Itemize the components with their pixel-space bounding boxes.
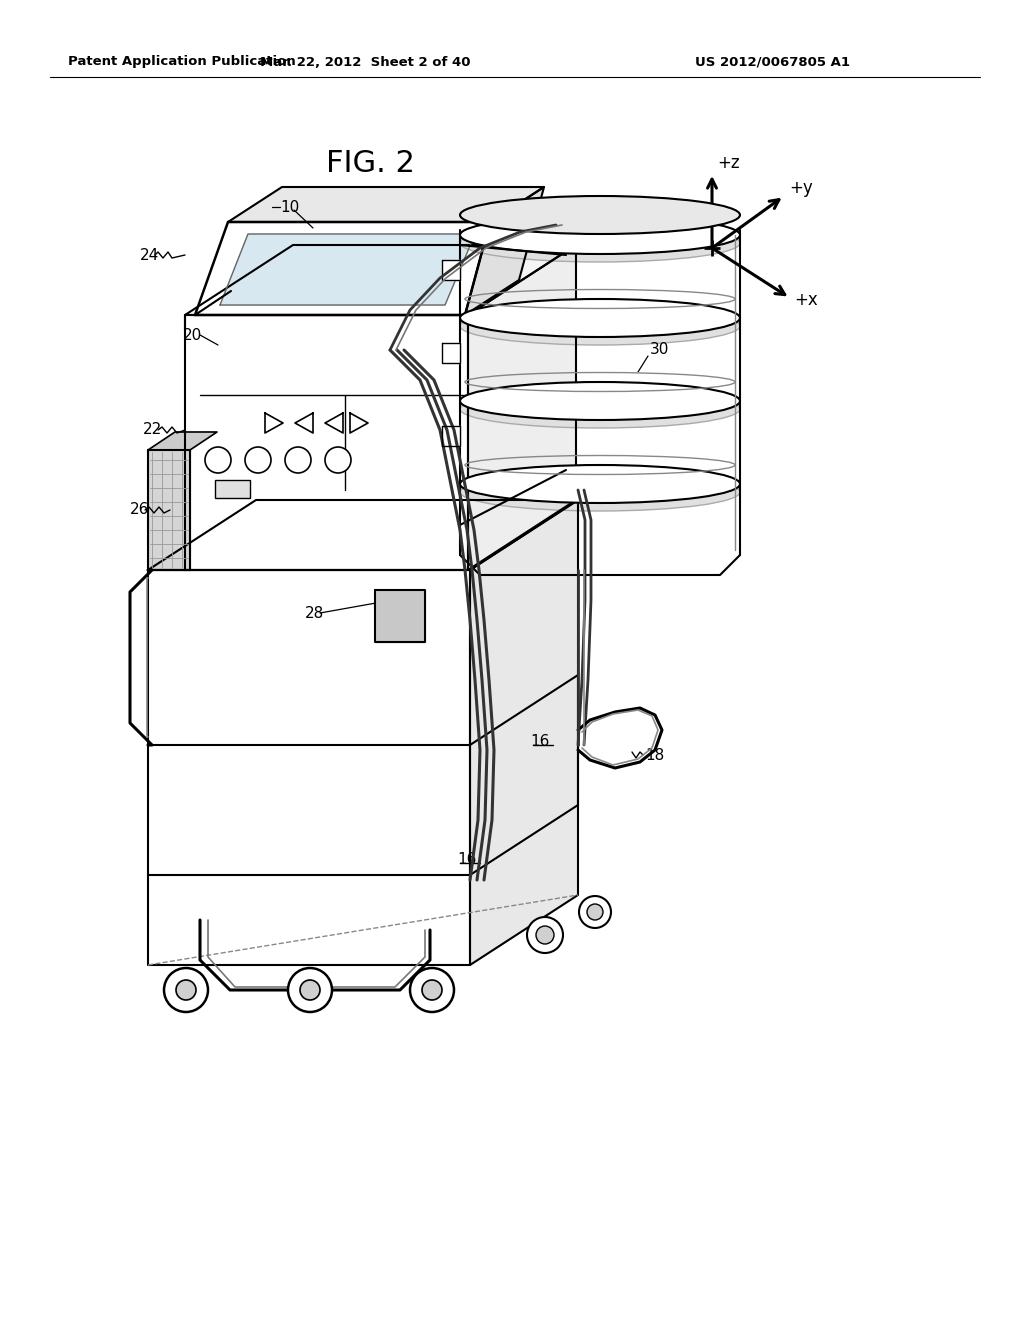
Circle shape: [245, 447, 271, 473]
Polygon shape: [148, 570, 470, 965]
Text: 26: 26: [130, 503, 150, 517]
Text: US 2012/0067805 A1: US 2012/0067805 A1: [695, 55, 850, 69]
Polygon shape: [185, 246, 575, 315]
Text: FIG. 2: FIG. 2: [326, 149, 415, 177]
Ellipse shape: [460, 216, 740, 253]
Circle shape: [410, 968, 454, 1012]
Bar: [215, 480, 250, 498]
Text: +y: +y: [790, 180, 813, 197]
Ellipse shape: [460, 224, 740, 261]
Text: 18: 18: [645, 747, 665, 763]
Text: Mar. 22, 2012  Sheet 2 of 40: Mar. 22, 2012 Sheet 2 of 40: [260, 55, 470, 69]
Polygon shape: [265, 413, 283, 433]
Ellipse shape: [460, 389, 740, 428]
Circle shape: [325, 447, 351, 473]
Polygon shape: [442, 426, 460, 446]
Circle shape: [288, 968, 332, 1012]
Text: 16: 16: [458, 853, 477, 867]
Polygon shape: [228, 187, 544, 222]
Polygon shape: [375, 590, 425, 642]
Ellipse shape: [460, 308, 740, 345]
Ellipse shape: [460, 300, 740, 337]
Circle shape: [527, 917, 563, 953]
Polygon shape: [442, 343, 460, 363]
Circle shape: [579, 896, 611, 928]
Ellipse shape: [460, 473, 740, 511]
Ellipse shape: [460, 465, 740, 503]
Text: 22: 22: [143, 422, 162, 437]
Circle shape: [285, 447, 311, 473]
Text: 16: 16: [530, 734, 550, 750]
Polygon shape: [325, 413, 343, 433]
Polygon shape: [350, 413, 368, 433]
Polygon shape: [195, 222, 490, 315]
Polygon shape: [295, 413, 313, 433]
Polygon shape: [148, 450, 190, 570]
Text: 30: 30: [650, 342, 670, 358]
Text: 20: 20: [183, 327, 203, 342]
Polygon shape: [220, 234, 475, 305]
Circle shape: [536, 927, 554, 944]
Polygon shape: [185, 315, 468, 570]
Text: Patent Application Publication: Patent Application Publication: [68, 55, 296, 69]
Ellipse shape: [460, 195, 740, 234]
Circle shape: [176, 979, 196, 1001]
Circle shape: [205, 447, 231, 473]
Polygon shape: [442, 260, 460, 280]
Text: +z: +z: [717, 154, 739, 172]
Circle shape: [587, 904, 603, 920]
Circle shape: [300, 979, 319, 1001]
Polygon shape: [148, 432, 217, 450]
Text: 24: 24: [140, 248, 160, 263]
Polygon shape: [465, 187, 544, 315]
Text: +x: +x: [794, 290, 818, 309]
Ellipse shape: [460, 381, 740, 420]
Polygon shape: [470, 500, 578, 965]
Circle shape: [422, 979, 442, 1001]
Circle shape: [164, 968, 208, 1012]
Polygon shape: [148, 500, 578, 570]
Polygon shape: [468, 246, 575, 570]
Text: 10: 10: [280, 199, 299, 214]
Text: 28: 28: [305, 606, 325, 620]
